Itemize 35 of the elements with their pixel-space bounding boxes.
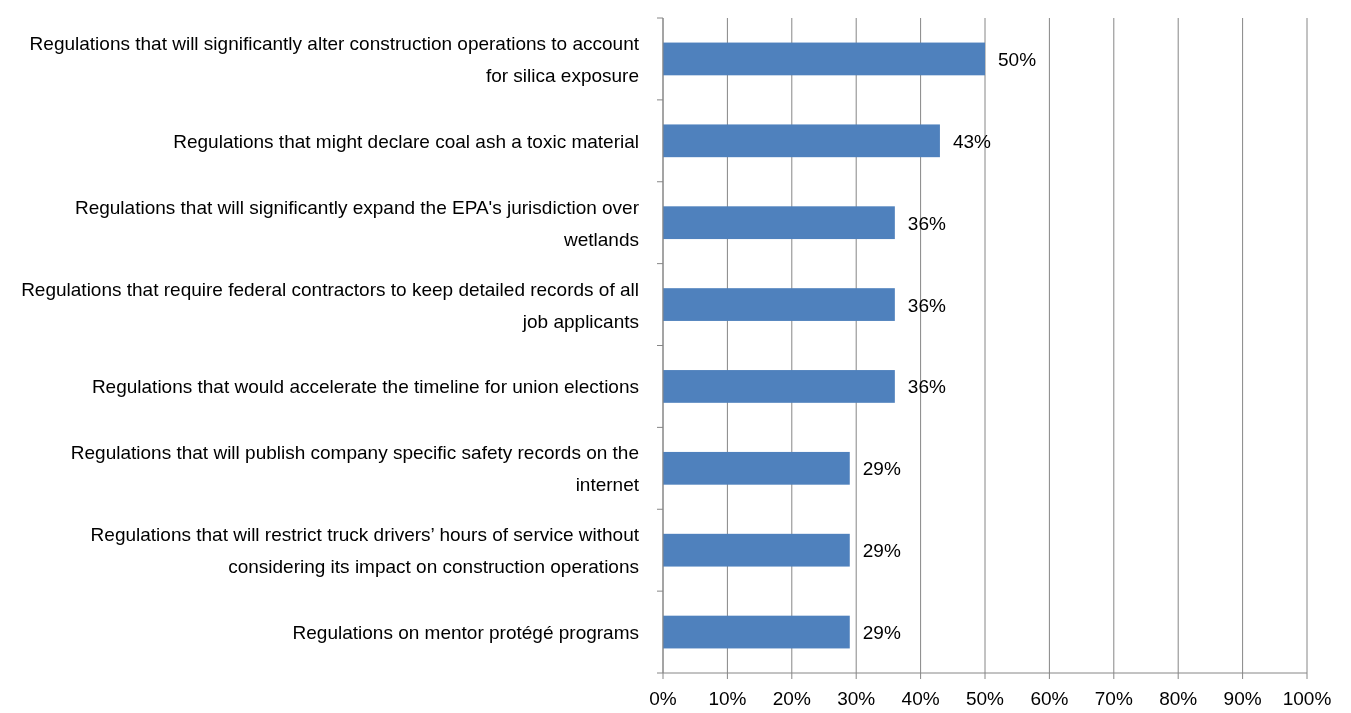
x-tick-label: 10% — [708, 688, 747, 709]
x-tick-label: 30% — [837, 688, 876, 709]
y-tick-label: Regulations that require federal contractors to keep detailed records of all job applicants — [21, 278, 639, 332]
bar — [663, 288, 895, 321]
x-tick-label: 80% — [1159, 688, 1198, 709]
data-label: 36% — [907, 294, 946, 316]
x-tick-label: 40% — [901, 688, 940, 709]
bar — [663, 533, 850, 567]
data-label: 50% — [998, 48, 1037, 70]
y-tick-label: Regulations that will publish company specific safety records on the internet — [70, 442, 640, 496]
bar — [663, 42, 985, 76]
bar — [663, 206, 895, 240]
x-tick-label: 20% — [772, 688, 811, 709]
bar — [663, 451, 850, 485]
y-tick-label: Regulations on mentor protégé programs — [292, 622, 639, 644]
bar — [663, 615, 850, 649]
y-tick-label: Regulations that would accelerate the timeline for union elections — [91, 376, 639, 398]
y-tick-label: Regulations that might declare coal ash a toxic material — [173, 130, 639, 152]
x-tick-label: 60% — [1030, 688, 1069, 709]
data-label: 43% — [952, 130, 992, 152]
x-tick-label: 90% — [1223, 688, 1262, 709]
y-tick-label: Regulations that will restrict truck drivers’ hours of service without considering its impact on construction operations — [90, 524, 640, 578]
bar — [663, 370, 895, 403]
bar — [663, 124, 940, 158]
y-tick-label: Regulations that will significantly expand the EPA's jurisdiction over wetlands — [74, 196, 640, 250]
data-label: 29% — [862, 540, 901, 562]
x-tick-label: 70% — [1094, 688, 1133, 709]
x-tick-label: 0% — [649, 688, 677, 709]
y-tick-label: Regulations that will significantly alter construction operations to account for silica exposure — [29, 32, 640, 86]
x-tick-label: 50% — [965, 688, 1005, 709]
data-label: 29% — [862, 622, 901, 644]
data-label: 29% — [862, 458, 901, 480]
data-label: 36% — [907, 212, 946, 234]
x-tick-label: 100% — [1282, 688, 1332, 709]
data-label: 36% — [907, 376, 946, 398]
